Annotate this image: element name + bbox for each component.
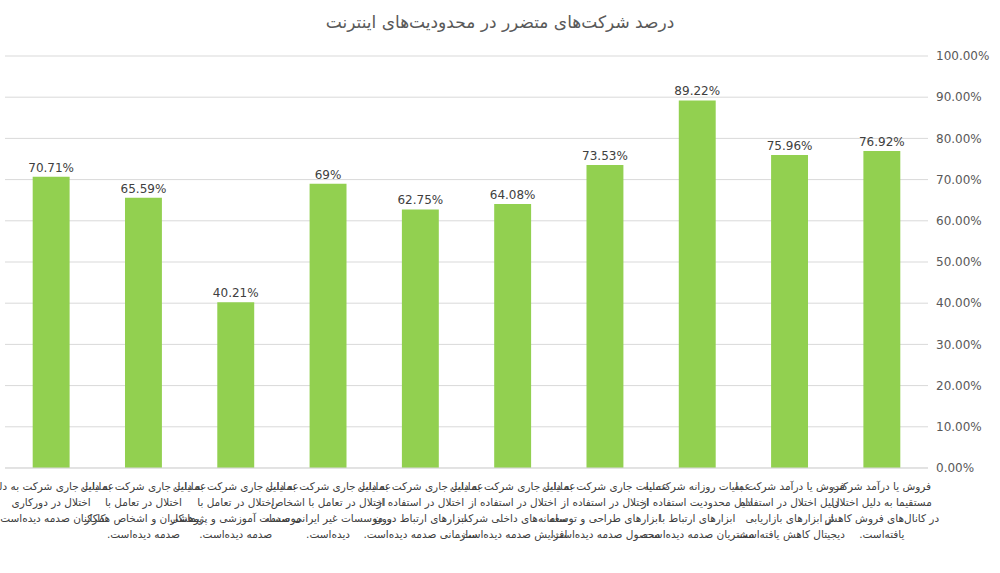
- svg-text:90.00%: 90.00%: [936, 90, 982, 104]
- svg-text:یافته‌است.: یافته‌است.: [859, 528, 904, 540]
- svg-text:دیجیتال کاهش یافته‌است.: دیجیتال کاهش یافته‌است.: [734, 528, 845, 541]
- svg-text:عملیات جاری شرکت به دلیل: عملیات جاری شرکت به دلیل: [542, 480, 668, 492]
- svg-text:89.22%: 89.22%: [674, 84, 720, 98]
- svg-text:73.53%: 73.53%: [582, 149, 628, 163]
- svg-text:اختلال در تعامل با: اختلال در تعامل با: [197, 496, 274, 509]
- svg-text:اختلال در تعامل با: اختلال در تعامل با: [105, 496, 182, 509]
- svg-text:در کانال‌های فروش کاهش: در کانال‌های فروش کاهش: [825, 512, 940, 525]
- svg-text:عملیات جاری شرکت به دلیل: عملیات جاری شرکت به دلیل: [265, 480, 391, 492]
- html-text:درصد شرکت‌های متضرر در محدودیت: درصد شرکت‌های متضرر در محدودیت‌های اینتر…: [325, 12, 675, 32]
- svg-text:دیده‌است.: دیده‌است.: [306, 528, 350, 540]
- svg-text:عملیات جاری شرکت به دلیل: عملیات جاری شرکت به دلیل: [172, 480, 299, 492]
- svg-text:اختلال در استفاده از: اختلال در استفاده از: [560, 496, 649, 509]
- svg-text:0.00%: 0.00%: [936, 461, 974, 475]
- svg-text:64.08%: 64.08%: [490, 188, 536, 202]
- svg-text:از ابزارهای بازاریابی: از ابزارهای بازاریابی: [745, 512, 833, 525]
- svg-text:10.00%: 10.00%: [936, 420, 982, 434]
- svg-text:اختلال در تعامل با اشخاص: اختلال در تعامل با اشخاص: [271, 496, 386, 509]
- svg-text:ابزارهای ارتباط درون: ابزارهای ارتباط درون: [374, 512, 467, 525]
- svg-text:مستقیما به دلیل اختلال: مستقیما به دلیل اختلال: [832, 496, 932, 508]
- svg-text:صدمه دیده‌است.: صدمه دیده‌است.: [199, 528, 272, 540]
- svg-text:اختلال در دورکاری: اختلال در دورکاری: [12, 496, 91, 509]
- svg-text:60.00%: 60.00%: [936, 214, 982, 228]
- svg-text:افزایش صدمه دیده‌است.: افزایش صدمه دیده‌است.: [458, 528, 568, 540]
- svg-text:69%: 69%: [315, 168, 342, 182]
- svg-text:62.75%: 62.75%: [397, 193, 443, 207]
- svg-text:پیمانکاران و اشخاص همکار: پیمانکاران و اشخاص همکار: [84, 512, 203, 524]
- svg-text:سامانه‌های داخلی شرکت: سامانه‌های داخلی شرکت: [458, 512, 568, 524]
- svg-text:20.00%: 20.00%: [936, 379, 982, 393]
- svg-text:65.59%: 65.59%: [121, 182, 167, 196]
- svg-text:75.96%: 75.96%: [767, 139, 813, 153]
- svg-text:مشتریان صدمه دیده‌است.: مشتریان صدمه دیده‌است.: [640, 528, 755, 540]
- svg-text:فروش یا درآمد شرکت: فروش یا درآمد شرکت: [833, 480, 932, 493]
- svg-text:عملیات روزانه شرکت به: عملیات روزانه شرکت به: [643, 480, 751, 492]
- svg-text:صدمه دیده‌است.: صدمه دیده‌است.: [107, 528, 180, 540]
- svg-text:اختلال در استفاده از: اختلال در استفاده از: [375, 496, 464, 509]
- svg-text:ابزارهای ارتباط با: ابزارهای ارتباط با: [659, 512, 735, 525]
- svg-text:و موسسات غیر ایرانی صدمه: و موسسات غیر ایرانی صدمه: [265, 512, 392, 525]
- svg-text:100.00%: 100.00%: [936, 49, 989, 63]
- svg-text:اختلال در استفاده از: اختلال در استفاده از: [468, 496, 557, 509]
- svg-text:عملیات جاری شرکت به دلیل: عملیات جاری شرکت به دلیل: [357, 480, 484, 492]
- svg-text:80.00%: 80.00%: [936, 132, 982, 146]
- svg-text:30.00%: 30.00%: [936, 338, 982, 352]
- svg-text:فروش یا درآمد شرکت به: فروش یا درآمد شرکت به: [734, 480, 844, 493]
- svg-text:موسسات آموزشی و پژوهشی: موسسات آموزشی و پژوهشی: [170, 512, 302, 524]
- svg-text:دلیل اختلال در استفاده: دلیل اختلال در استفاده: [740, 496, 839, 509]
- svg-text:76.92%: 76.92%: [859, 135, 905, 149]
- svg-text:70.71%: 70.71%: [28, 161, 74, 175]
- svg-text:40.21%: 40.21%: [213, 286, 259, 300]
- svg-text:ابزارهای طراحی و توسعه: ابزارهای طراحی و توسعه: [549, 512, 661, 525]
- svg-text:عملیات جاری شرکت به دلیل: عملیات جاری شرکت به دلیل: [449, 480, 576, 492]
- svg-text:سازمانی صدمه دیده‌است.: سازمانی صدمه دیده‌است.: [363, 528, 478, 540]
- svg-text:دلیل محدودیت استفاده از: دلیل محدودیت استفاده از: [641, 496, 754, 509]
- svg-text:50.00%: 50.00%: [936, 255, 982, 269]
- svg-text:محصول صدمه دیده‌است.: محصول صدمه دیده‌است.: [549, 528, 661, 540]
- svg-text:40.00%: 40.00%: [936, 296, 982, 310]
- svg-text:70.00%: 70.00%: [936, 173, 982, 187]
